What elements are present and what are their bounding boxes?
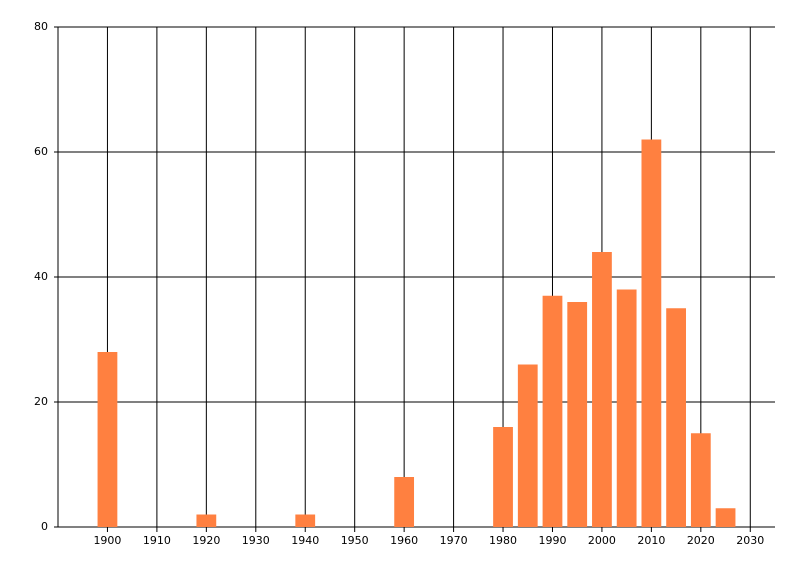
y-tick-label: 20 xyxy=(34,395,48,408)
bar xyxy=(493,427,513,527)
x-tick-label: 2010 xyxy=(637,534,665,547)
x-tick-label: 1930 xyxy=(242,534,270,547)
bar xyxy=(715,508,736,527)
bar xyxy=(517,364,538,527)
y-tick-label: 0 xyxy=(41,520,48,533)
bar xyxy=(690,433,711,527)
bar xyxy=(295,514,316,527)
x-tick-label: 1970 xyxy=(440,534,468,547)
bar xyxy=(97,352,118,527)
y-tick-label: 80 xyxy=(34,20,48,33)
x-tick-label: 1990 xyxy=(538,534,566,547)
bar xyxy=(616,289,637,527)
x-tick-label: 2020 xyxy=(687,534,715,547)
y-tick-label: 40 xyxy=(34,270,48,283)
x-tick-label: 1920 xyxy=(192,534,220,547)
x-tick-label: 1940 xyxy=(291,534,319,547)
x-tick-label: 1910 xyxy=(143,534,171,547)
bar xyxy=(196,514,217,527)
y-tick-label: 60 xyxy=(34,145,48,158)
bar xyxy=(641,139,662,527)
x-tick-label: 1960 xyxy=(390,534,418,547)
x-tick-label: 1900 xyxy=(93,534,121,547)
x-tick-label: 2030 xyxy=(736,534,764,547)
bar xyxy=(394,477,415,527)
bar xyxy=(666,308,686,527)
x-tick-label: 1950 xyxy=(341,534,369,547)
bar xyxy=(592,252,612,527)
x-tick-label: 2000 xyxy=(588,534,616,547)
x-tick-label: 1980 xyxy=(489,534,517,547)
bar xyxy=(567,302,588,527)
bar xyxy=(542,295,563,527)
